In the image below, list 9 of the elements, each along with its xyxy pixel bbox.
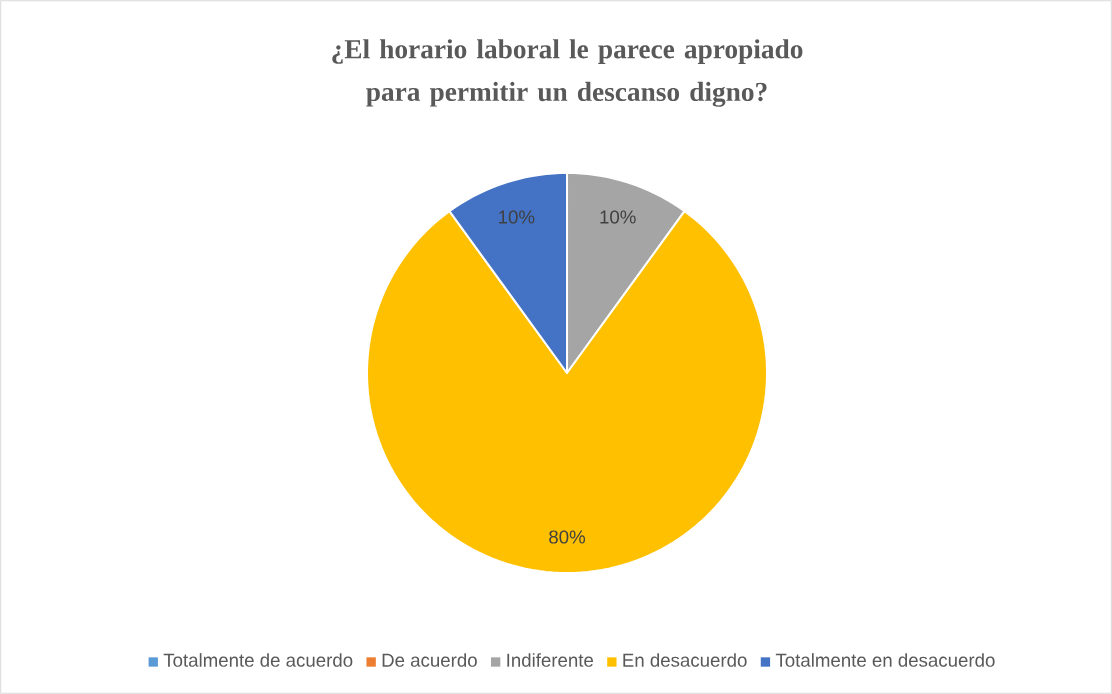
legend-label: Indiferente [507, 653, 594, 667]
chart-title: ¿El horario laboral le parece apropiado para permitir un descanso digno? [332, 39, 803, 107]
legend-label: De acuerdo [382, 653, 477, 667]
legend-label: Totalmente en desacuerdo [775, 653, 995, 667]
data-label: 10% [600, 210, 636, 224]
legend-label: En desacuerdo [623, 653, 747, 667]
data-label: 80% [549, 530, 586, 544]
data-label: 10% [499, 210, 535, 224]
legend-label: Totalmente de acuerdo [163, 653, 353, 667]
